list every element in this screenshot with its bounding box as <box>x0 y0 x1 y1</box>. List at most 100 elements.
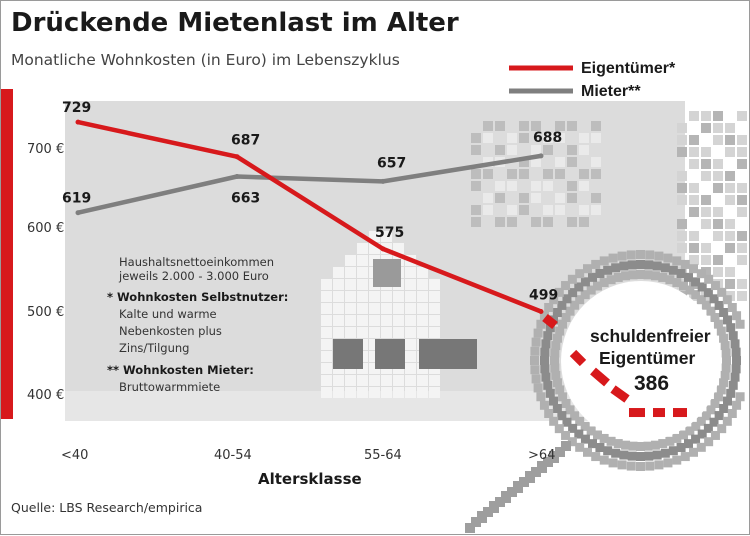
bg-pixel <box>677 243 687 253</box>
magnifier-pixel <box>599 433 609 443</box>
magnifier-pixel <box>567 274 577 284</box>
y-tick-label: 700 € <box>27 142 64 157</box>
bg-pixel <box>591 121 601 131</box>
bg-pixel <box>543 145 553 155</box>
bg-pixel <box>471 169 481 179</box>
magnifier-pixel <box>663 458 673 468</box>
bg-pixel <box>701 123 711 133</box>
x-axis-title: Altersklasse <box>258 470 362 488</box>
x-tick-label: 55-64 <box>364 448 402 463</box>
house-window <box>333 339 363 369</box>
bg-pixel <box>737 207 747 217</box>
magnifier-pixel <box>588 439 597 449</box>
magnifier-pixel <box>636 462 645 471</box>
callout-line1: schuldenfreier <box>590 326 711 346</box>
bg-pixel <box>471 205 481 215</box>
house-pixel <box>345 387 356 398</box>
magnifier-pixel <box>606 436 616 446</box>
bg-pixel <box>737 243 747 253</box>
house-pixel <box>369 243 380 254</box>
callout-dash <box>569 349 587 367</box>
bg-pixel <box>701 147 711 157</box>
series-line-mieter <box>77 153 542 215</box>
bg-pixel <box>689 147 699 157</box>
magnifier-pixel <box>691 421 701 431</box>
house-pixel <box>405 267 416 278</box>
magnifier-pixel <box>696 416 706 426</box>
bg-pixel <box>713 267 723 277</box>
magnifier-pixel <box>691 277 701 287</box>
house-pixel <box>321 291 332 302</box>
bg-pixel <box>689 231 699 241</box>
bg-pixel <box>713 171 723 181</box>
magnifier-pixel <box>539 311 549 321</box>
magnifier-pixel <box>554 424 564 434</box>
point-mieter <box>380 178 386 184</box>
house-pixel <box>333 267 344 278</box>
bg-pixel <box>701 195 711 205</box>
house-pixel <box>357 387 368 398</box>
magnifier-handle-pixel <box>531 467 541 477</box>
magnifier-pixel <box>660 263 670 273</box>
house-pixel <box>369 387 380 398</box>
bg-pixel <box>677 231 687 241</box>
house-pixel <box>381 291 392 302</box>
magnifier-pixel <box>533 328 543 338</box>
house-pixel <box>357 327 368 338</box>
magnifier-pixel <box>540 364 550 374</box>
magnifier-pixel <box>626 250 636 260</box>
magnifier-pixel <box>567 437 577 447</box>
house-pixel <box>393 303 404 314</box>
house-pixel <box>417 315 428 326</box>
bg-pixel <box>531 145 541 155</box>
chart-title: Drückende Mietenlast im Alter <box>11 8 459 38</box>
house-window <box>375 339 405 369</box>
bg-pixel <box>725 171 735 181</box>
magnifier-pixel <box>561 430 571 440</box>
bg-pixel <box>495 121 505 131</box>
magnifier-pixel <box>552 404 562 413</box>
bg-pixel <box>483 205 493 215</box>
house-pixel <box>345 279 356 290</box>
house-pixel <box>417 279 428 290</box>
bg-pixel <box>507 205 517 215</box>
magnifier-pixel <box>660 448 670 458</box>
magnifier-pixel <box>575 269 585 279</box>
magnifier-pixel <box>531 337 541 347</box>
magnifier-pixel <box>548 396 558 406</box>
magnifier-pixel <box>545 323 555 333</box>
accent-strip <box>1 89 13 419</box>
house-pixel <box>429 327 440 338</box>
magnifier-pixel <box>696 442 706 452</box>
bg-pixel <box>483 121 493 131</box>
bg-pixel <box>713 183 723 193</box>
bg-pixel <box>591 169 601 179</box>
bg-pixel <box>555 121 565 131</box>
bg-pixel <box>737 231 747 241</box>
magnifier-pixel <box>716 385 726 395</box>
data-label-mieter: 663 <box>231 190 260 206</box>
magnifier-pixel <box>650 440 660 450</box>
magnifier-pixel <box>727 409 737 418</box>
house-pixel <box>345 291 356 302</box>
magnifier-pixel <box>658 439 668 449</box>
magnifier-handle-pixel <box>483 507 493 517</box>
magnifier-pixel <box>613 272 623 282</box>
magnifier-pixel <box>685 426 695 436</box>
series-line-eigentuemer <box>77 119 542 314</box>
magnifier-pixel <box>561 281 571 291</box>
house-pixel <box>381 315 392 326</box>
house-pixel <box>429 387 440 398</box>
bg-pixel <box>519 169 529 179</box>
house-pixel <box>345 375 356 386</box>
point-eigentuemer <box>75 119 81 125</box>
bg-pixel <box>543 205 553 215</box>
magnifier-pixel <box>644 451 654 461</box>
x-tick-label: <40 <box>61 448 88 463</box>
bg-pixel <box>689 243 699 253</box>
magnifier-pixel <box>543 380 553 390</box>
bg-pixel <box>531 121 541 131</box>
data-label-mieter: 619 <box>62 191 91 207</box>
house-pixel <box>369 351 380 362</box>
magnifier-pixel <box>533 383 543 393</box>
